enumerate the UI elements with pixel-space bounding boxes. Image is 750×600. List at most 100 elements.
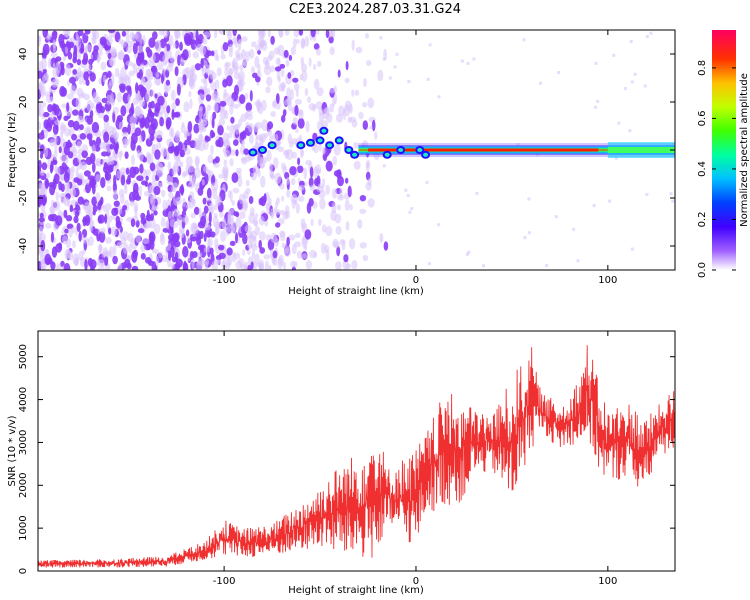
- noise-blob: [255, 44, 262, 52]
- noise-blob: [305, 159, 312, 166]
- noise-blob: [308, 57, 312, 67]
- noise-blob: [137, 45, 144, 53]
- noise-blob: [150, 65, 156, 73]
- noise-blob: [228, 47, 233, 58]
- noise-blob: [189, 73, 195, 85]
- noise-blob: [328, 30, 333, 38]
- noise-blob: [213, 162, 220, 168]
- noise-blob: [107, 30, 116, 34]
- noise-blob: [113, 140, 119, 152]
- noise-speck: [645, 193, 649, 196]
- noise-blob: [112, 190, 119, 200]
- noise-blob: [298, 109, 304, 120]
- noise-blob: [282, 261, 287, 270]
- noise-blob: [48, 58, 52, 69]
- noise-blob: [135, 234, 142, 243]
- noise-speck: [669, 192, 673, 196]
- noise-blob: [149, 232, 154, 240]
- noise-blob: [63, 263, 71, 270]
- noise-blob: [198, 118, 205, 125]
- noise-blob: [264, 220, 269, 227]
- noise-blob: [179, 149, 185, 158]
- noise-blob: [231, 60, 235, 69]
- noise-blob: [325, 184, 331, 195]
- noise-speck: [557, 71, 561, 74]
- x-tick-label: 0: [413, 576, 419, 587]
- noise-blob: [205, 258, 210, 266]
- noise-blob: [86, 133, 93, 140]
- noise-blob: [81, 150, 88, 159]
- noise-blob: [335, 225, 342, 235]
- noise-blob: [156, 142, 162, 149]
- noise-blob: [274, 172, 282, 184]
- noise-speck: [554, 215, 558, 219]
- noise-blob: [295, 232, 301, 238]
- noise-blob: [91, 121, 100, 134]
- noise-blob: [295, 203, 300, 214]
- noise-blob: [318, 218, 322, 226]
- noise-speck: [539, 81, 542, 85]
- noise-blob: [77, 51, 82, 60]
- noise-blob: [112, 106, 120, 115]
- noise-blob: [362, 101, 368, 108]
- noise-blob: [106, 185, 112, 192]
- noise-blob: [295, 128, 299, 134]
- noise-blob: [91, 30, 97, 37]
- noise-blob: [337, 194, 344, 201]
- noise-blob: [84, 259, 88, 270]
- noise-speck: [482, 264, 485, 268]
- noise-blob: [225, 75, 233, 87]
- noise-blob: [190, 212, 196, 219]
- noise-blob: [99, 36, 107, 46]
- noise-blob: [197, 244, 204, 251]
- noise-blob: [240, 113, 248, 123]
- noise-blob: [159, 233, 166, 246]
- noise-blob: [312, 104, 316, 112]
- noise-blob: [38, 132, 45, 140]
- noise-blob: [300, 218, 306, 230]
- noise-blob: [75, 36, 81, 44]
- noise-blob: [226, 247, 233, 256]
- noise-blob: [106, 35, 113, 47]
- noise-blob: [76, 140, 82, 149]
- noise-blob: [316, 185, 324, 193]
- noise-blob: [86, 99, 93, 112]
- noise-speck: [576, 259, 580, 263]
- noise-blob: [97, 201, 102, 211]
- noise-blob: [286, 236, 290, 247]
- noise-blob: [190, 39, 197, 50]
- noise-blob: [160, 147, 168, 157]
- noise-blob: [83, 170, 91, 177]
- noise-blob: [76, 58, 82, 66]
- noise-blob: [155, 78, 161, 86]
- noise-blob: [60, 124, 67, 132]
- noise-blob: [47, 158, 51, 170]
- noise-blob: [300, 56, 305, 66]
- noise-blob: [70, 186, 76, 198]
- noise-blob: [155, 163, 159, 176]
- noise-blob: [241, 36, 248, 42]
- noise-blob: [118, 121, 124, 131]
- noise-blob: [118, 83, 126, 91]
- noise-blob: [116, 115, 124, 122]
- noise-blob: [224, 62, 229, 70]
- noise-blob: [107, 155, 112, 166]
- noise-blob: [165, 117, 172, 129]
- noise-blob: [284, 30, 290, 36]
- noise-blob: [309, 184, 316, 191]
- noise-blob: [357, 219, 363, 229]
- noise-blob: [44, 146, 49, 158]
- noise-blob: [223, 226, 228, 232]
- noise-blob: [88, 58, 94, 65]
- noise-blob: [85, 79, 90, 86]
- noise-blob: [314, 178, 320, 187]
- noise-speck: [382, 57, 386, 61]
- noise-blob: [183, 101, 190, 113]
- signal-clump-core: [250, 150, 256, 155]
- noise-blob: [99, 142, 107, 150]
- noise-blob: [329, 103, 335, 113]
- noise-blob: [216, 259, 221, 265]
- noise-blob: [297, 195, 305, 202]
- noise-blob: [64, 64, 72, 77]
